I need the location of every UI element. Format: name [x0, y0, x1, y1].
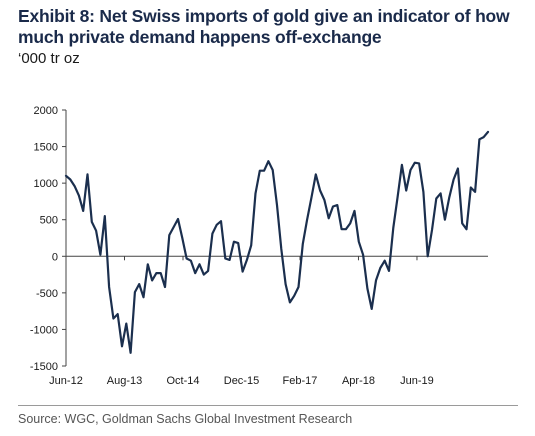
- x-tick-label: Oct-14: [166, 375, 199, 387]
- y-tick-label: 0: [52, 251, 58, 263]
- y-tick-label: 1500: [34, 142, 58, 154]
- y-tick-label: 1000: [34, 178, 58, 190]
- y-tick-label: 2000: [34, 105, 58, 117]
- y-tick-label: 500: [40, 215, 58, 227]
- x-tick-label: Jun-12: [49, 375, 83, 387]
- x-tick-label: Dec-15: [224, 375, 259, 387]
- source-divider: [18, 405, 518, 406]
- series-line: [64, 130, 490, 354]
- y-tick-label: -1000: [30, 324, 58, 336]
- x-tick-label: Apr-18: [342, 375, 375, 387]
- x-tick-label: Jun-19: [400, 375, 434, 387]
- chart-axes: [65, 110, 488, 366]
- x-tick-label: Aug-13: [107, 375, 142, 387]
- x-axis-ticks: Jun-12 Aug-13 Oct-14 Dec-15 Feb-17 Apr-18 Jun-…: [49, 256, 434, 387]
- y-tick-label: -500: [36, 288, 58, 300]
- chart-title: Exhibit 8: Net Swiss imports of gold giv…: [18, 6, 510, 47]
- y-axis-units-label: ‘000 tr oz: [18, 50, 80, 67]
- y-axis-ticks: -1500 -1000 -500 0 500 1000 1500 2000: [30, 105, 66, 373]
- x-tick-label: Feb-17: [283, 375, 318, 387]
- y-tick-label: -1500: [30, 361, 58, 373]
- source-note: Source: WGC, Goldman Sachs Global Invest…: [18, 412, 353, 426]
